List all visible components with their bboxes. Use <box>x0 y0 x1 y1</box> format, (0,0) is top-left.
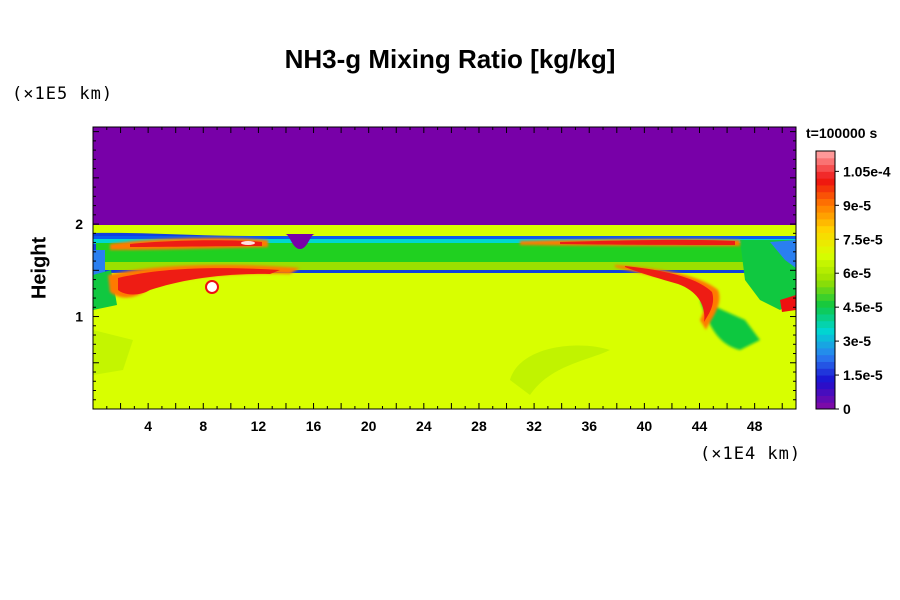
x-tick-label: 8 <box>199 418 207 434</box>
colorbar-label: 1.05e-4 <box>843 163 891 179</box>
colorbar-segment <box>816 368 835 376</box>
colorbar-segment <box>816 300 835 308</box>
colorbar-segment <box>816 252 835 261</box>
colorbar-label: 0 <box>843 401 851 417</box>
x-tick-label: 24 <box>416 418 432 434</box>
colorbar-label: 6e-5 <box>843 265 871 281</box>
field-faint-swirl <box>510 345 610 395</box>
colorbar-segment <box>816 307 835 315</box>
colorbar-segment <box>816 225 835 233</box>
colorbar-segment <box>816 232 835 240</box>
plot-frame <box>92 126 797 410</box>
field-streak-lower-left <box>118 268 280 295</box>
colorbar-segment <box>816 164 835 172</box>
colorbar-segment <box>816 388 835 396</box>
colorbar-segment <box>816 198 835 206</box>
x-tick-label: 44 <box>692 418 708 434</box>
colorbar-label: 3e-5 <box>843 333 871 349</box>
colorbar-segment <box>816 171 835 179</box>
colorbar-segment <box>816 293 835 301</box>
colorbar-segment <box>816 361 835 369</box>
x-tick-label: 40 <box>637 418 653 434</box>
colorbar-segment <box>816 259 835 267</box>
x-tick-label: 12 <box>251 418 267 434</box>
colorbar-segment <box>816 327 835 335</box>
field-transition <box>96 262 793 270</box>
field-green-band <box>96 243 793 265</box>
field-notch <box>285 234 315 249</box>
colorbar: 0 1.5e-5 3e-5 4.5e-5 6e-5 7.5e-5 9e-5 1.05e-4 <box>815 150 891 417</box>
field-streak-lower-right <box>625 266 714 322</box>
colorbar-frame <box>815 150 836 410</box>
x-tick-label: 20 <box>361 418 377 434</box>
time-label: t=100000 s <box>806 125 878 141</box>
colorbar-segment <box>816 157 835 166</box>
field-streak-lower-peak <box>205 280 219 294</box>
colorbar-label: 1.5e-5 <box>843 367 883 383</box>
colorbar-label: 7.5e-5 <box>843 231 883 247</box>
colorbar-segment <box>816 381 835 390</box>
field-right-blue <box>770 240 796 268</box>
chart-title: NH3-g Mixing Ratio [kg/kg] <box>284 44 616 74</box>
y-tick-label: 2 <box>75 216 83 232</box>
colorbar-segment <box>816 273 835 281</box>
x-tick-label: 48 <box>747 418 763 434</box>
field-streak-upper-peak <box>241 241 255 245</box>
colorbar-segment <box>816 178 835 186</box>
colorbar-segment <box>816 375 835 383</box>
field-blue-line <box>93 236 796 240</box>
colorbar-segment <box>816 280 835 288</box>
x-tick-label: 32 <box>526 418 542 434</box>
field-upper-layer <box>93 127 796 225</box>
x-tick-label: 4 <box>144 418 152 434</box>
colorbar-segment <box>816 320 835 329</box>
x-tick-label: 16 <box>306 418 322 434</box>
heatmap-field <box>93 127 796 409</box>
colorbar-label: 9e-5 <box>843 197 871 213</box>
colorbar-segment <box>816 286 835 295</box>
colorbar-segment <box>816 239 835 247</box>
colorbar-segment <box>816 347 835 356</box>
x-tick-label: 28 <box>471 418 487 434</box>
y-tick-label: 1 <box>75 309 83 325</box>
y-axis: 12 <box>75 131 796 401</box>
colorbar-segment <box>816 334 835 342</box>
colorbar-segment <box>816 184 835 193</box>
x-tick-label: 36 <box>581 418 597 434</box>
colorbar-segment <box>816 341 835 349</box>
field-cyan-band <box>93 239 796 244</box>
colorbar-segment <box>816 402 835 410</box>
field-streak-upper-right <box>560 239 735 245</box>
field-faint-left <box>93 330 133 375</box>
y-axis-unit-label: (×1E5 km) <box>12 84 114 104</box>
colorbar-segment <box>816 313 835 322</box>
colorbar-segment <box>816 205 835 213</box>
field-streak-upper-left <box>130 240 262 247</box>
x-axis: 4 8 12 16 20 24 28 32 36 40 44 48 <box>106 127 797 434</box>
colorbar-segment <box>816 354 835 362</box>
colorbar-segment <box>816 212 835 220</box>
colorbar-label: 4.5e-5 <box>843 299 883 315</box>
x-axis-unit-label: (×1E4 km) <box>700 444 802 464</box>
colorbar-segment <box>816 266 835 274</box>
colorbar-segment <box>816 218 835 227</box>
colorbar-segment <box>816 246 835 254</box>
colorbar-segment <box>816 151 835 159</box>
colorbar-segment <box>816 395 835 403</box>
field-right-red <box>780 295 796 312</box>
colorbar-segment <box>816 191 835 200</box>
field-right-mix <box>740 240 796 310</box>
